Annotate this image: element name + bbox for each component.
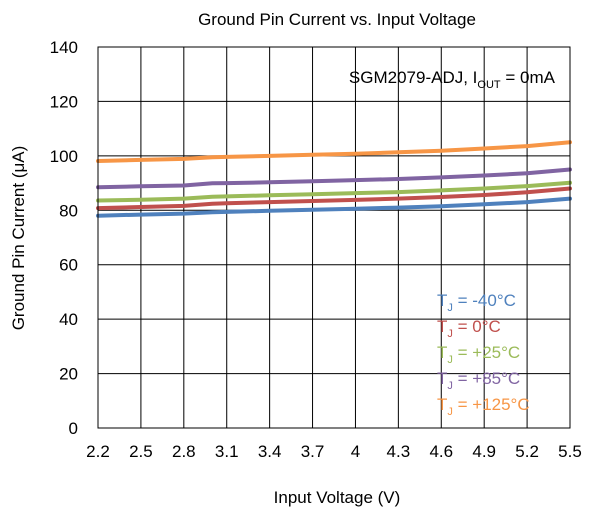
y-tick-labels: 0 20 40 60 80 100 120 140 (50, 38, 78, 438)
x-tick-label: 4 (351, 442, 360, 461)
annotation-main: SGM2079-ADJ, I (349, 68, 478, 87)
legend-entry-0: TJ = -40°C (437, 291, 516, 314)
series-line-1 (96, 186, 572, 211)
legend-symbol: T (437, 291, 447, 310)
legend-entry-1: TJ = 0°C (437, 317, 501, 340)
x-tick-label: 2.2 (86, 442, 110, 461)
x-axis-title: Input Voltage (V) (274, 488, 401, 507)
y-tick-label: 140 (50, 38, 78, 57)
x-tick-label: 4.6 (429, 442, 453, 461)
annotation-subscript: OUT (477, 79, 501, 91)
chart-annotation: SGM2079-ADJ, IOUT = 0mA (349, 68, 556, 91)
legend-entry-4: TJ = +125°C (437, 395, 530, 418)
y-tick-label: 20 (59, 365, 78, 384)
x-tick-label: 3.4 (258, 442, 282, 461)
x-tick-label: 3.1 (215, 442, 239, 461)
legend-symbol: T (437, 369, 447, 388)
series-line-3 (96, 167, 572, 190)
x-tick-label: 5.5 (558, 442, 582, 461)
x-tick-labels: 2.2 2.5 2.8 3.1 3.4 3.7 4 4.3 4.6 4.9 5.2 5.5 (86, 442, 582, 461)
x-tick-label: 2.5 (129, 442, 153, 461)
legend-subscript: J (447, 328, 453, 340)
legend-symbol: T (437, 317, 447, 336)
y-tick-label: 80 (59, 201, 78, 220)
legend: TJ = -40°CTJ = 0°CTJ = +25°CTJ = +85°CTJ… (437, 291, 530, 418)
legend-label: = 0°C (453, 317, 501, 336)
y-tick-label: 40 (59, 310, 78, 329)
series-line-2 (96, 180, 572, 203)
annotation-tail: = 0mA (501, 68, 556, 87)
x-tick-label: 5.2 (515, 442, 539, 461)
legend-label: = +25°C (453, 343, 520, 362)
legend-label: = +125°C (453, 395, 530, 414)
legend-subscript: J (447, 302, 453, 314)
y-tick-label: 120 (50, 92, 78, 111)
plot-frame (97, 46, 571, 429)
series-layer (96, 140, 572, 218)
x-tick-label: 3.7 (301, 442, 325, 461)
legend-symbol: T (437, 395, 447, 414)
legend-subscript: J (447, 380, 453, 392)
legend-symbol: T (437, 343, 447, 362)
y-axis-title: Ground Pin Current (μA) (9, 146, 28, 331)
y-tick-label: 100 (50, 147, 78, 166)
series-line-4 (96, 140, 572, 163)
legend-label: = +85°C (453, 369, 520, 388)
legend-subscript: J (447, 406, 453, 418)
chart-title: Ground Pin Current vs. Input Voltage (198, 10, 476, 29)
legend-entry-3: TJ = +85°C (437, 369, 520, 392)
x-tick-label: 4.3 (387, 442, 411, 461)
y-tick-label: 0 (69, 419, 78, 438)
legend-label: = -40°C (453, 291, 516, 310)
x-tick-label: 2.8 (172, 442, 196, 461)
legend-entry-2: TJ = +25°C (437, 343, 520, 366)
x-tick-label: 4.9 (472, 442, 496, 461)
series-line-0 (96, 196, 572, 218)
legend-subscript: J (447, 354, 453, 366)
y-tick-label: 60 (59, 256, 78, 275)
